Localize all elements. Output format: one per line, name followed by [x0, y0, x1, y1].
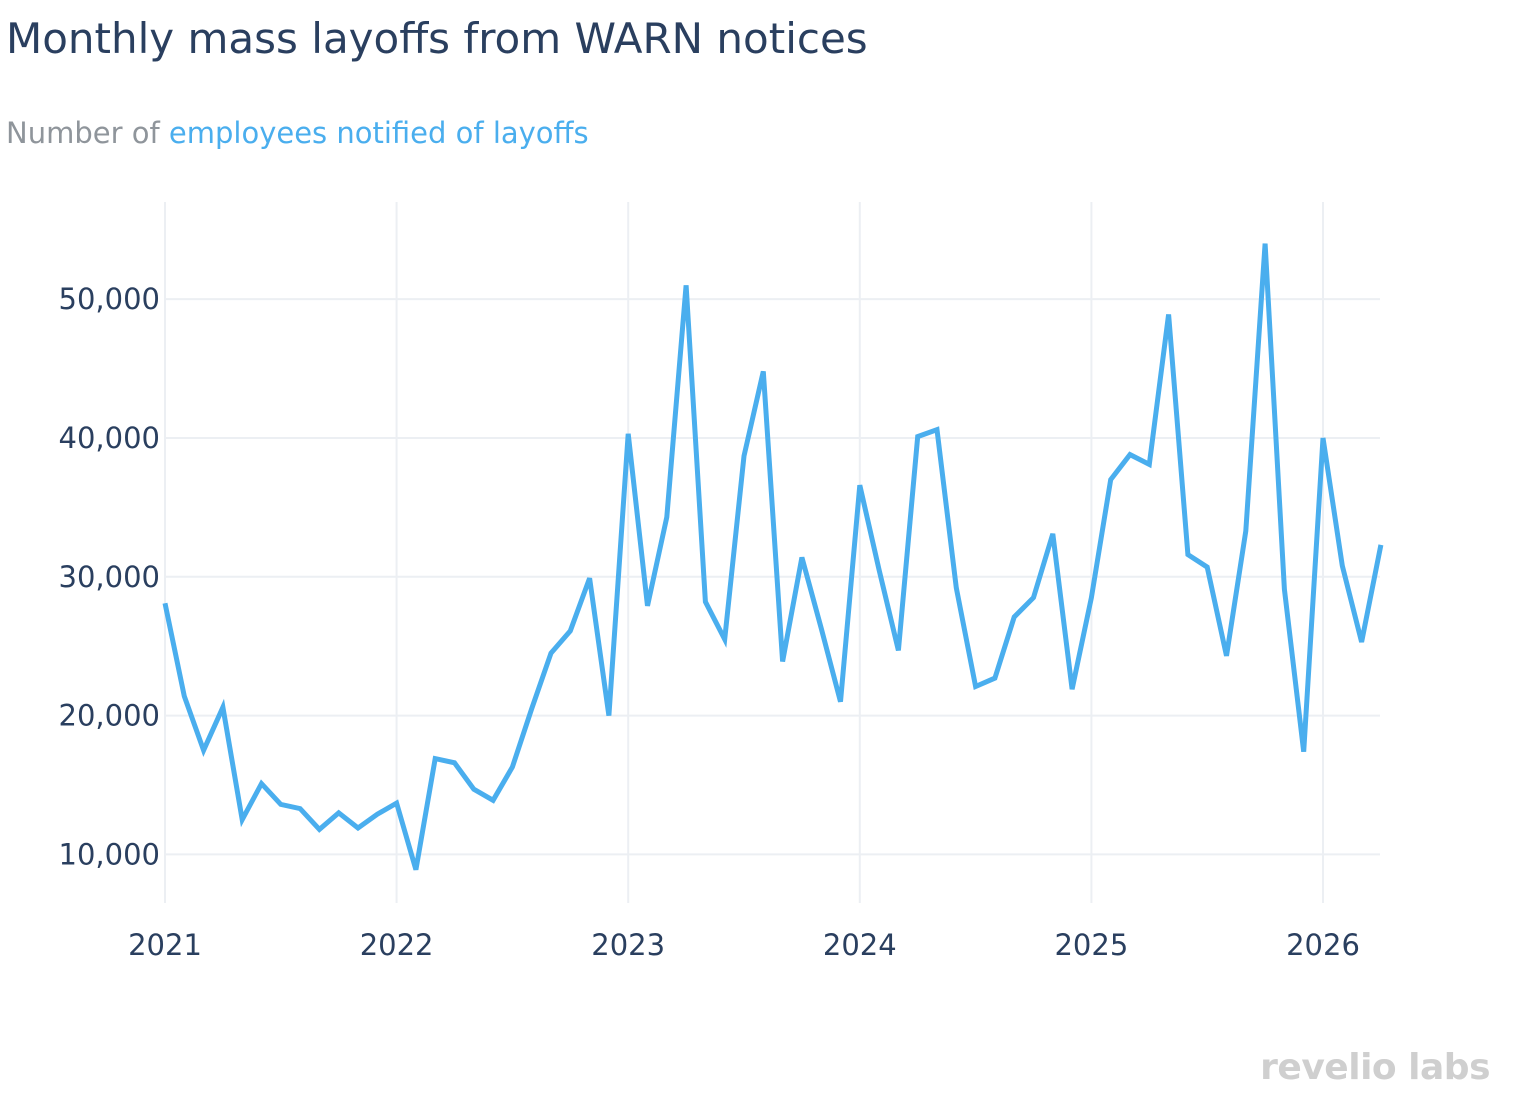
x-tick-label-2025: 2025 — [1054, 928, 1128, 962]
chart-title: Monthly mass layoffs from WARN notices — [6, 14, 868, 63]
x-tick-label-2021: 2021 — [128, 928, 202, 962]
y-tick-label-30000: 30,000 — [59, 560, 160, 594]
series-line-0 — [162, 243, 1384, 871]
chart-subtitle: Number of employees notified of layoffs — [6, 116, 589, 150]
y-tick-label-10000: 10,000 — [59, 837, 160, 871]
x-tick-label-2022: 2022 — [360, 928, 434, 962]
y-tick-label-50000: 50,000 — [59, 282, 160, 316]
y-tick-label-20000: 20,000 — [59, 699, 160, 733]
x-tick-label-2026: 2026 — [1286, 928, 1360, 962]
revelio-labs-logo: revelio labs — [1260, 1047, 1490, 1088]
subtitle-prefix: Number of — [6, 116, 169, 150]
series-layer — [162, 243, 1384, 871]
x-tick-label-2023: 2023 — [591, 928, 665, 962]
subtitle-series-label: employees notified of layoffs — [168, 116, 589, 150]
y-tick-label-40000: 40,000 — [59, 421, 160, 455]
x-axis-tick-labels: 2021 2022 2023 2024 2025 2026 — [128, 928, 1360, 962]
x-tick-label-2024: 2024 — [823, 928, 897, 962]
y-gridlines — [165, 298, 1380, 856]
y-axis-tick-labels: 10,000 20,000 30,000 40,000 50,000 — [59, 282, 160, 871]
x-gridlines — [164, 202, 1324, 903]
